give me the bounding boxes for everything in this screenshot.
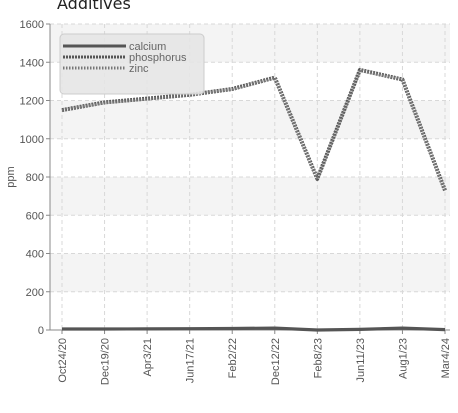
y-tick-label: 400	[26, 249, 44, 261]
x-tick-label: Mar4/24	[440, 338, 452, 378]
x-tick-label: Aug1/23	[397, 338, 409, 379]
series-line-phosphorus	[61, 67, 447, 192]
y-tick-label: 1200	[20, 96, 44, 108]
y-tick-label: 0	[38, 325, 44, 337]
y-tick-label: 800	[26, 172, 44, 184]
x-tick-label: Feb8/23	[312, 338, 324, 378]
series-line-calcium	[62, 326, 446, 332]
x-tick-label: Dec12/22	[270, 338, 282, 385]
x-tick-label: Dec19/20	[100, 338, 112, 385]
x-tick-label: Jun11/23	[355, 338, 367, 382]
x-tick-label: Oct24/20	[57, 338, 69, 383]
y-axis-label: ppm	[5, 166, 17, 187]
y-tick-label: 200	[26, 287, 44, 299]
x-tick-label: Jun17/21	[185, 338, 197, 383]
plot-band	[50, 253, 450, 292]
legend-label-zinc: zinc	[129, 63, 149, 75]
y-tick-label: 600	[26, 210, 44, 222]
y-tick-label: 1600	[20, 19, 44, 31]
chart-title: Additives	[57, 0, 131, 13]
y-tick-label: 1000	[20, 134, 44, 146]
legend-label-phosphorus: phosphorus	[129, 52, 187, 64]
legend-box	[59, 33, 205, 95]
y-tick-label: 1400	[20, 57, 44, 69]
x-tick-label: Apr3/21	[142, 338, 154, 377]
plot-band	[50, 177, 450, 216]
plot-band	[50, 100, 450, 139]
legend-label-calcium: calcium	[129, 41, 166, 53]
x-tick-label: Feb2/22	[227, 338, 239, 378]
